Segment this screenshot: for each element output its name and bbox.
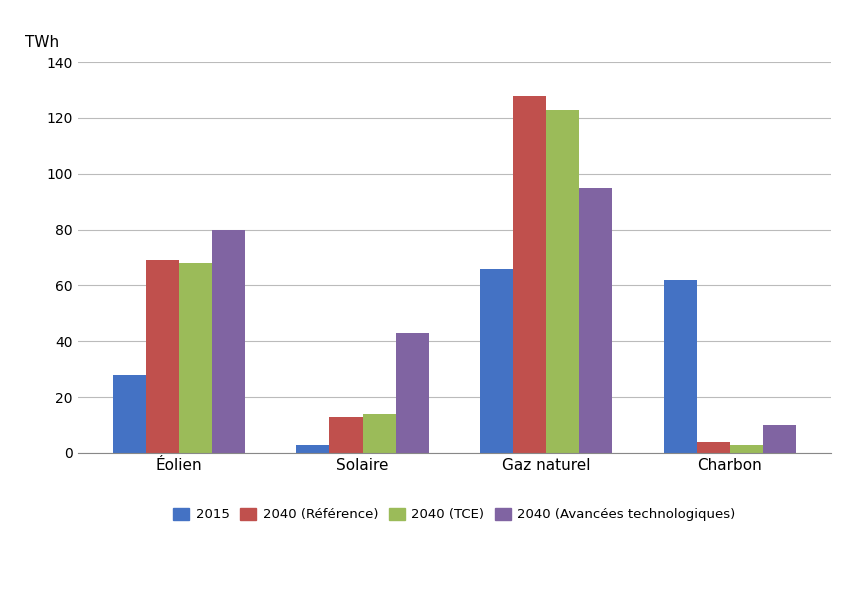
Bar [329, 417, 363, 453]
Bar [763, 425, 796, 453]
Bar [730, 445, 763, 453]
Bar [363, 414, 396, 453]
Bar [514, 95, 547, 453]
Text: TWh: TWh [25, 36, 59, 50]
Bar [697, 442, 730, 453]
Bar [481, 269, 514, 453]
Bar [547, 109, 580, 453]
Bar [146, 260, 179, 453]
Bar [296, 445, 329, 453]
Bar [113, 374, 146, 453]
Bar [396, 333, 429, 453]
Bar [580, 188, 613, 453]
Bar [664, 280, 697, 453]
Bar [179, 263, 212, 453]
Bar [212, 230, 245, 453]
Legend: 2015, 2040 (Référence), 2040 (TCE), 2040 (Avancées technologiques): 2015, 2040 (Référence), 2040 (TCE), 2040… [168, 503, 741, 527]
